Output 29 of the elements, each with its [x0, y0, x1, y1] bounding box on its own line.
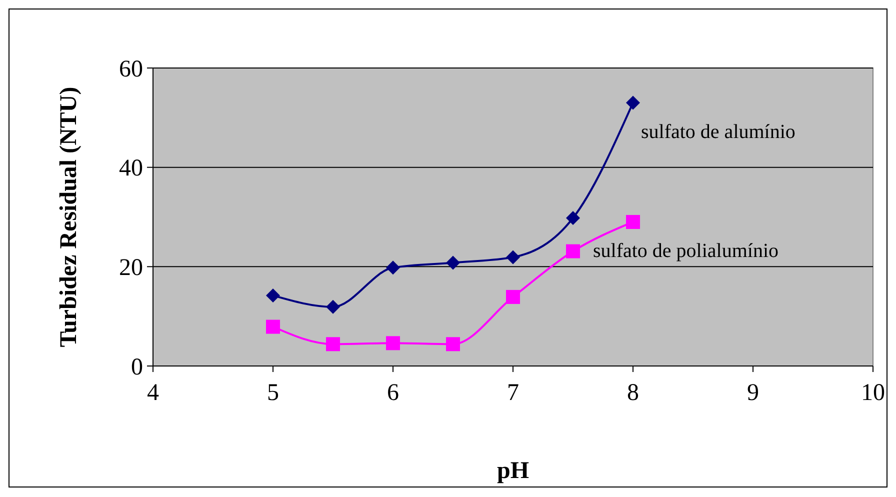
y-tick-label: 60	[119, 56, 143, 82]
point	[566, 244, 580, 258]
x-tick-label: 9	[747, 380, 759, 406]
point	[626, 214, 640, 229]
x-tick-label: 4	[147, 380, 159, 406]
point	[266, 288, 280, 302]
point	[446, 337, 460, 352]
x-axis-title: pH	[496, 458, 530, 484]
point	[326, 300, 340, 314]
point	[326, 337, 340, 352]
point	[626, 96, 640, 110]
x-tick-label: 6	[387, 380, 399, 406]
x-tick-label: 8	[627, 380, 639, 406]
point	[386, 260, 400, 275]
x-tick-label: 10	[861, 380, 885, 406]
y-tick-label: 20	[119, 255, 143, 282]
point	[566, 210, 580, 225]
point	[266, 320, 280, 334]
y-tick-label: 40	[119, 156, 143, 182]
series-label: sulfato de alumínio	[641, 120, 796, 143]
x-tick-label: 7	[507, 380, 519, 406]
point	[386, 336, 400, 350]
point	[506, 250, 520, 264]
y-tick-label: 0	[131, 354, 143, 380]
x-tick-label: 5	[267, 380, 279, 406]
y-axis-title: Turbidez Residual (NTU)	[56, 86, 82, 348]
series-label: sulfato de polialumínio	[593, 240, 779, 262]
point	[446, 256, 460, 270]
point	[506, 290, 520, 304]
